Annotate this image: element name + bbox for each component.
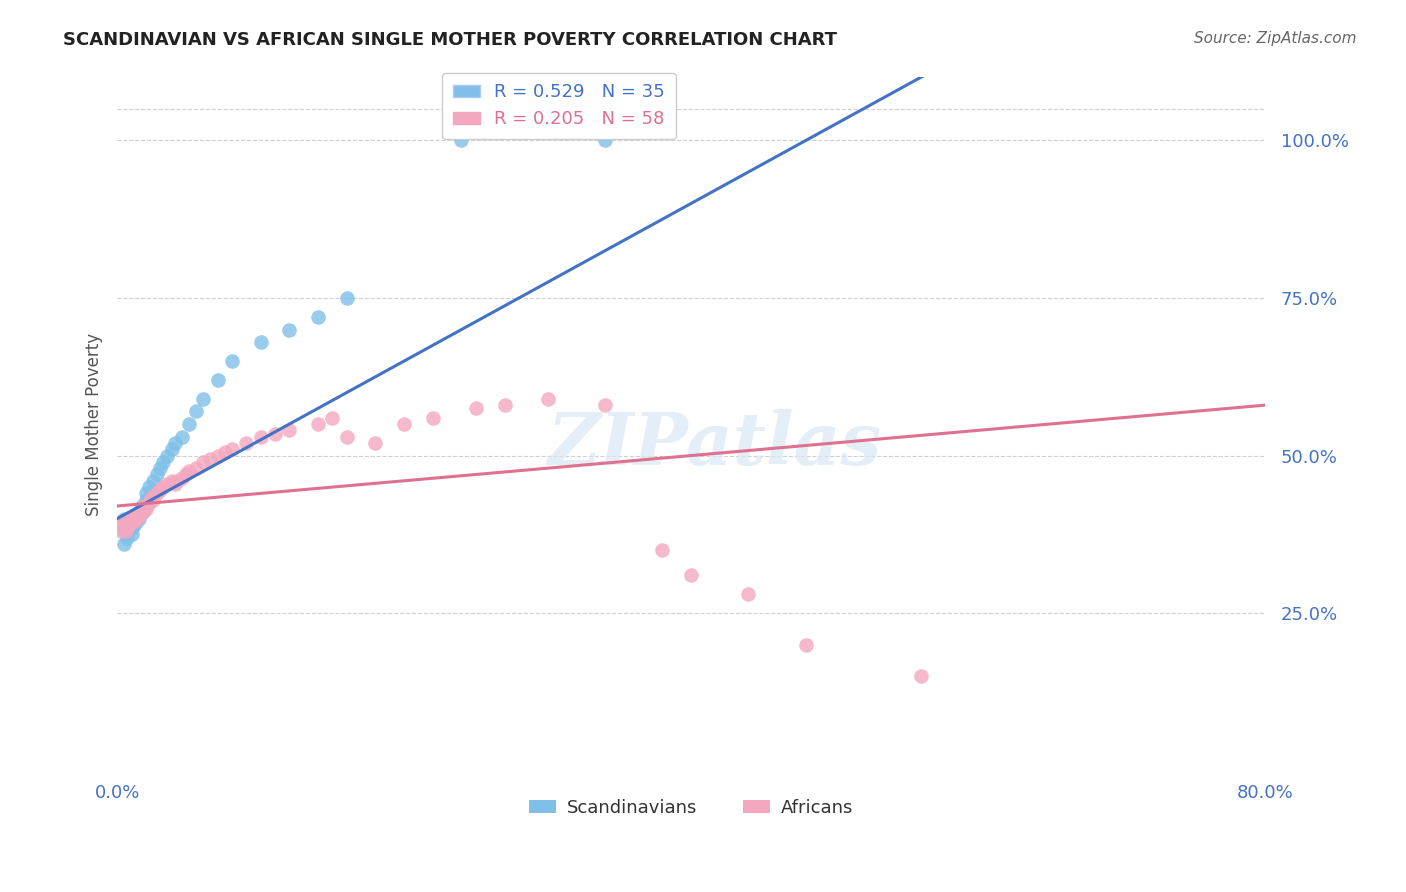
Point [134,499,156,513]
Point [152,455,174,469]
Point [127,511,149,525]
Point [121,527,143,541]
Point [115,521,138,535]
Point [166,474,188,488]
Point [121,511,143,525]
Point [138,496,160,510]
Point [135,486,157,500]
Point [278,322,301,336]
Point [235,436,257,450]
Point [221,354,243,368]
Text: SCANDINAVIAN VS AFRICAN SINGLE MOTHER POVERTY CORRELATION CHART: SCANDINAVIAN VS AFRICAN SINGLE MOTHER PO… [63,31,837,49]
Point [132,505,155,519]
Point [129,508,152,523]
Point [184,461,207,475]
Text: Source: ZipAtlas.com: Source: ZipAtlas.com [1194,31,1357,46]
Point [163,477,186,491]
Point [249,430,271,444]
Point [160,442,183,457]
Point [163,436,186,450]
Point [120,515,142,529]
Point [464,401,486,416]
Point [142,474,165,488]
Point [139,492,162,507]
Point [112,537,135,551]
Point [200,451,222,466]
Point [307,417,329,431]
Point [336,291,359,305]
Point [131,499,153,513]
Point [124,517,146,532]
Point [112,515,135,529]
Point [336,430,359,444]
Point [128,505,150,519]
Point [174,467,197,482]
Point [392,417,415,431]
Point [125,515,148,529]
Point [125,508,148,523]
Y-axis label: Single Mother Poverty: Single Mother Poverty [86,333,103,516]
Point [184,404,207,418]
Point [177,417,200,431]
Point [122,515,145,529]
Point [146,486,169,500]
Point [207,373,229,387]
Text: ZIPatlas: ZIPatlas [547,409,882,481]
Point [115,531,138,545]
Point [111,517,134,532]
Point [207,449,229,463]
Point [124,511,146,525]
Point [193,455,215,469]
Point [170,430,193,444]
Point [422,410,444,425]
Point [131,505,153,519]
Point [450,133,472,147]
Point [737,587,759,601]
Point [794,638,817,652]
Point [593,133,616,147]
Point [149,483,172,498]
Point [193,392,215,406]
Point [494,398,516,412]
Point [121,521,143,535]
Point [278,423,301,437]
Point [910,669,932,683]
Point [146,467,169,482]
Point [118,517,141,532]
Point [132,502,155,516]
Point [651,543,673,558]
Point [307,310,329,324]
Legend: Scandinavians, Africans: Scandinavians, Africans [522,791,860,824]
Point [135,502,157,516]
Point [156,449,179,463]
Point [593,398,616,412]
Point [142,492,165,507]
Point [136,499,159,513]
Point [112,524,135,539]
Point [115,517,138,532]
Point [156,477,179,491]
Point [135,492,157,507]
Point [128,511,150,525]
Point [679,568,702,582]
Point [264,426,287,441]
Point [321,410,343,425]
Point [141,490,163,504]
Point [138,480,160,494]
Point [110,524,132,539]
Point [214,445,236,459]
Point [249,335,271,350]
Point [221,442,243,457]
Point [170,470,193,484]
Point [149,461,172,475]
Point [177,464,200,478]
Point [152,480,174,494]
Point [128,505,150,519]
Point [160,474,183,488]
Point [114,524,136,539]
Point [364,436,387,450]
Point [536,392,558,406]
Point [112,511,135,525]
